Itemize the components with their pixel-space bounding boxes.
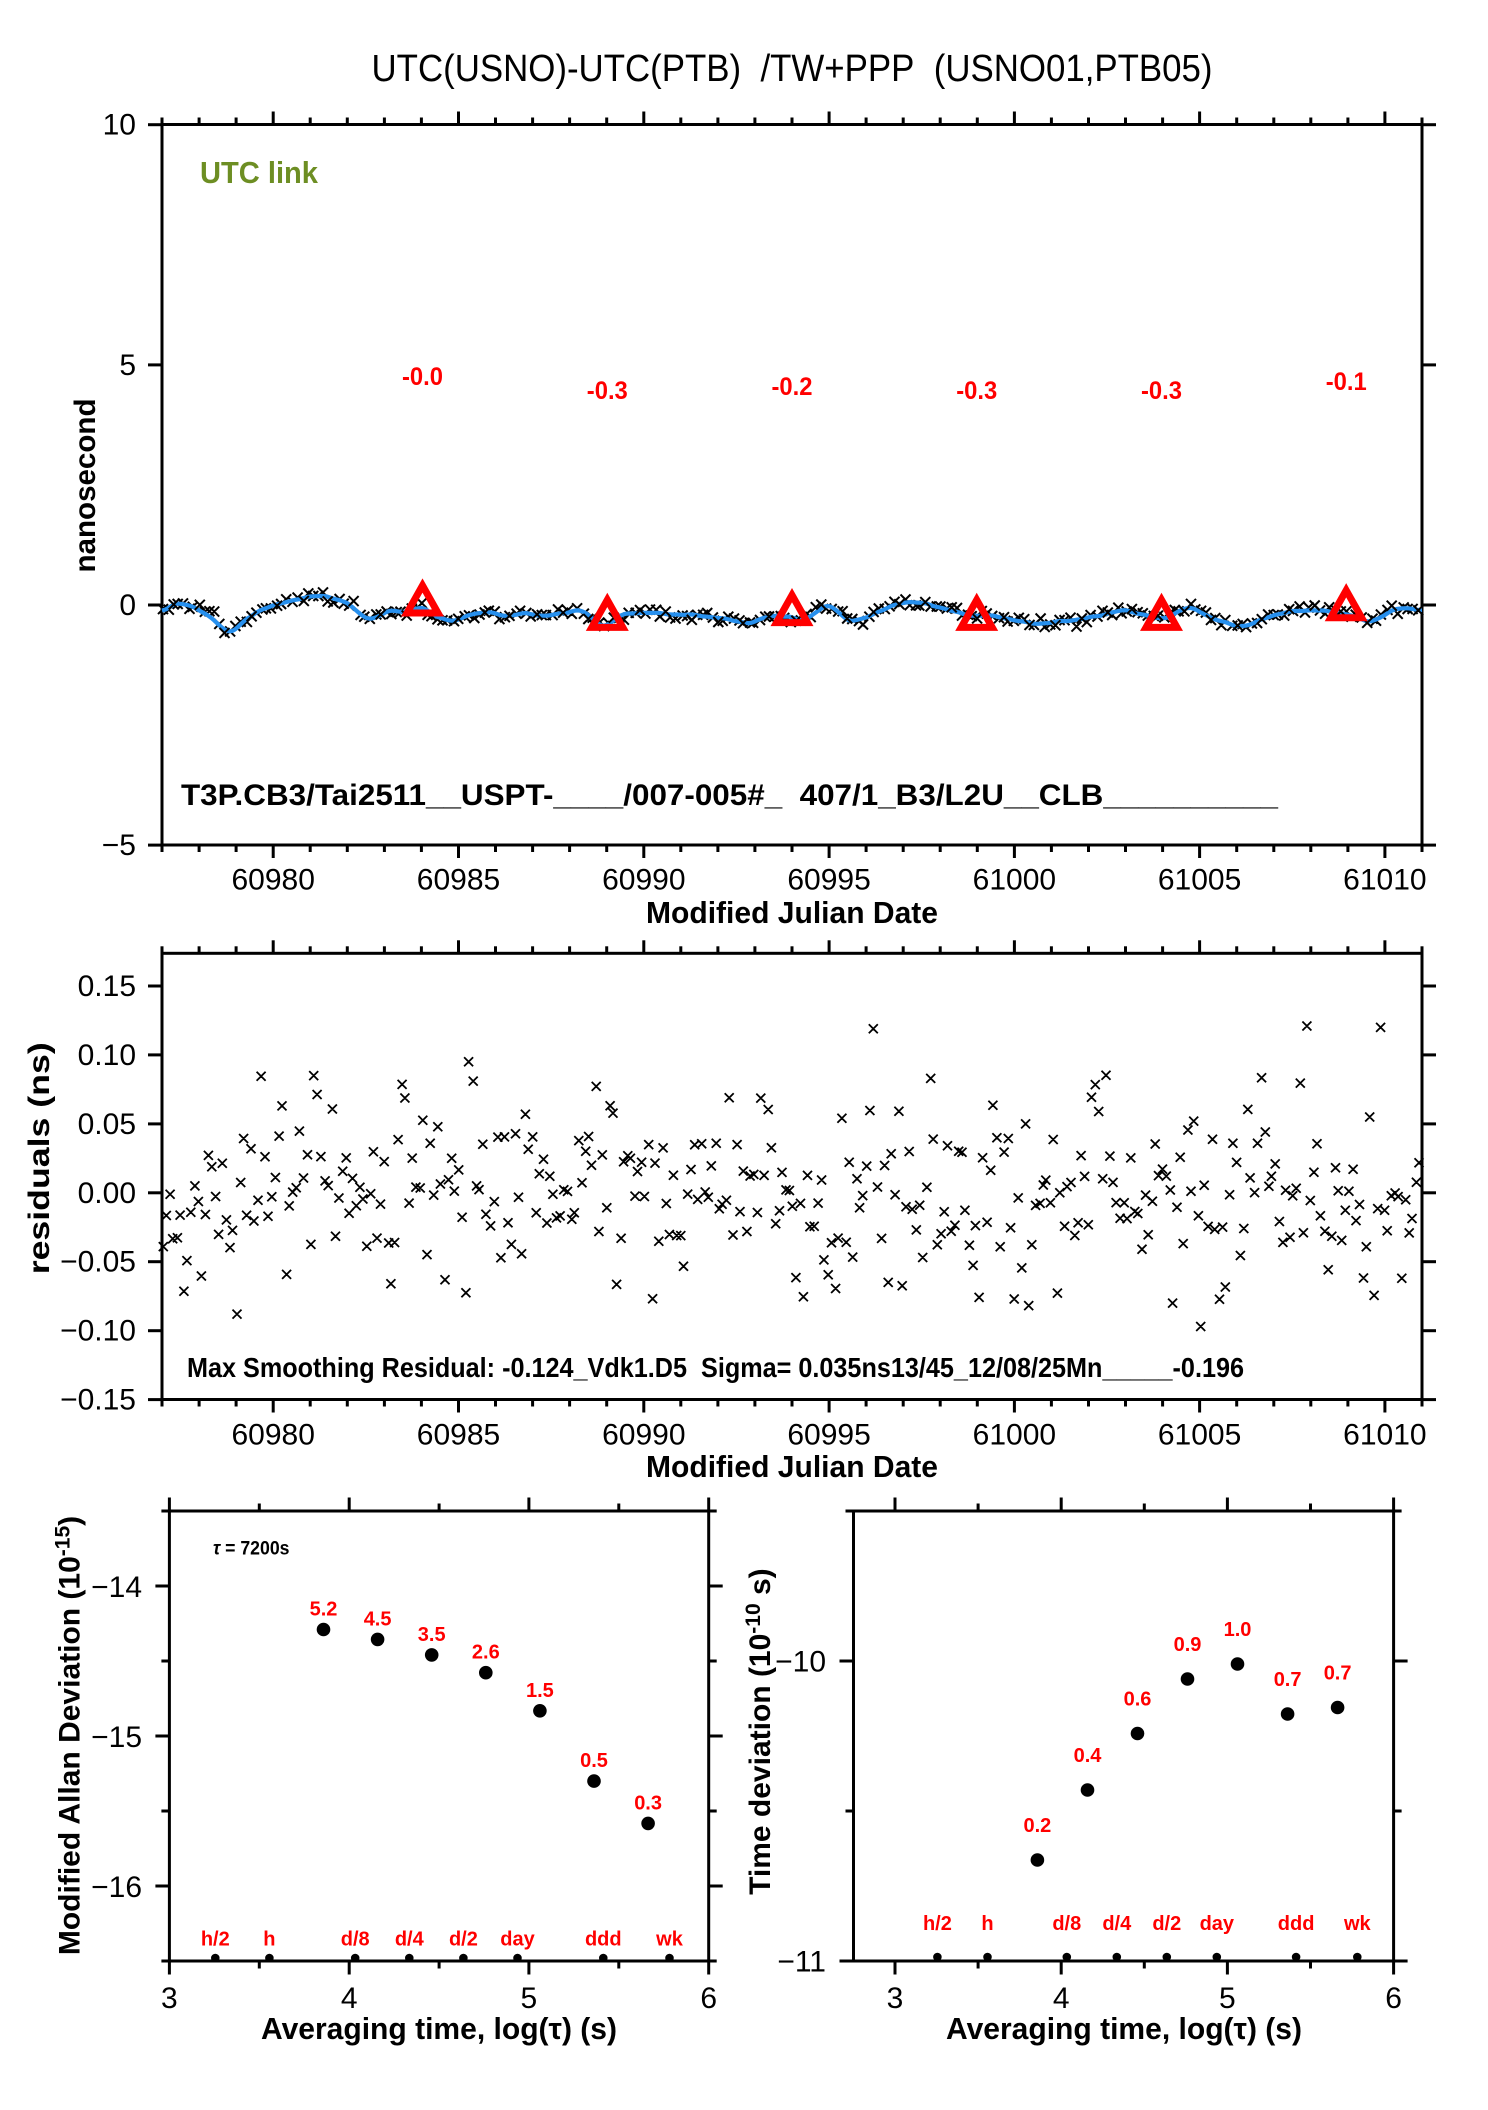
svg-text:day: day xyxy=(1200,1913,1235,1935)
svg-text:ddd: ddd xyxy=(585,1929,622,1951)
svg-text:−16: −16 xyxy=(91,1871,142,1904)
svg-text:-0.3: -0.3 xyxy=(587,377,628,405)
svg-text:0.5: 0.5 xyxy=(580,1750,608,1772)
svg-text:0.10: 0.10 xyxy=(78,1039,136,1072)
svg-text:d/2: d/2 xyxy=(449,1929,478,1951)
svg-text:60990: 60990 xyxy=(602,1419,685,1452)
svg-text:UTC(USNO)-UTC(PTB) /TW+PPP (: UTC(USNO)-UTC(PTB) /TW+PPP (USNO01,PTB05… xyxy=(372,48,1213,90)
svg-text:h/2: h/2 xyxy=(923,1913,952,1935)
svg-text:60985: 60985 xyxy=(417,864,500,897)
svg-text:60980: 60980 xyxy=(231,864,314,897)
svg-text:h/2: h/2 xyxy=(201,1929,230,1951)
svg-text:Averaging time, log(τ) (s): Averaging time, log(τ) (s) xyxy=(261,2011,617,2046)
svg-text:0.7: 0.7 xyxy=(1324,1663,1352,1685)
svg-text:Max Smoothing Residual: -0.124: Max Smoothing Residual: -0.124_Vdk1.D5 S… xyxy=(187,1352,1244,1383)
svg-text:61010: 61010 xyxy=(1343,864,1426,897)
svg-text:−0.05: −0.05 xyxy=(60,1246,136,1279)
svg-text:ddd: ddd xyxy=(1278,1913,1315,1935)
svg-text:61000: 61000 xyxy=(973,1419,1056,1452)
svg-text:0.4: 0.4 xyxy=(1074,1745,1103,1767)
svg-text:-0.3: -0.3 xyxy=(1141,377,1182,405)
svg-text:0.9: 0.9 xyxy=(1174,1634,1202,1656)
svg-text:d/2: d/2 xyxy=(1152,1913,1181,1935)
svg-text:3: 3 xyxy=(161,1982,178,2015)
svg-text:wk: wk xyxy=(1343,1913,1372,1935)
svg-text:−15: −15 xyxy=(91,1721,142,1754)
svg-text:61000: 61000 xyxy=(973,864,1056,897)
svg-text:Modified Allan Deviation (10-1: Modified Allan Deviation (10-15) xyxy=(52,1516,87,1955)
svg-text:−0.15: −0.15 xyxy=(60,1384,136,1417)
svg-text:61010: 61010 xyxy=(1343,1419,1426,1452)
svg-text:-0.0: -0.0 xyxy=(402,363,443,391)
svg-text:60995: 60995 xyxy=(787,1419,870,1452)
svg-text:60980: 60980 xyxy=(231,1419,314,1452)
svg-text:4.5: 4.5 xyxy=(364,1608,392,1630)
svg-text:0: 0 xyxy=(119,589,136,622)
svg-text:60995: 60995 xyxy=(787,864,870,897)
svg-text:Modified Julian Date: Modified Julian Date xyxy=(646,895,938,930)
svg-text:0.2: 0.2 xyxy=(1023,1815,1051,1837)
svg-text:Modified Julian Date: Modified Julian Date xyxy=(646,1449,938,1484)
svg-text:residuals (ns): residuals (ns) xyxy=(23,1042,56,1274)
svg-text:Averaging time, log(τ) (s): Averaging time, log(τ) (s) xyxy=(946,2011,1302,2046)
svg-text:2.6: 2.6 xyxy=(472,1642,500,1664)
svg-text:−0.10: −0.10 xyxy=(60,1315,136,1348)
svg-text:0.7: 0.7 xyxy=(1274,1669,1302,1691)
svg-text:day: day xyxy=(500,1929,535,1951)
svg-text:5: 5 xyxy=(521,1982,538,2015)
svg-text:60990: 60990 xyxy=(602,864,685,897)
svg-text:5: 5 xyxy=(119,349,136,382)
svg-text:−10: −10 xyxy=(775,1646,826,1679)
svg-text:−11: −11 xyxy=(777,1946,826,1979)
svg-text:0.05: 0.05 xyxy=(78,1108,136,1141)
svg-text:h: h xyxy=(263,1929,275,1951)
svg-text:61005: 61005 xyxy=(1158,864,1241,897)
svg-text:0.6: 0.6 xyxy=(1124,1689,1152,1711)
svg-text:1.0: 1.0 xyxy=(1224,1619,1252,1641)
svg-text:Time deviation (10-10 s): Time deviation (10-10 s) xyxy=(742,1568,777,1895)
svg-text:0.00: 0.00 xyxy=(78,1177,136,1210)
svg-text:0.15: 0.15 xyxy=(78,970,136,1003)
svg-text:3.5: 3.5 xyxy=(418,1624,446,1646)
svg-text:−14: −14 xyxy=(91,1571,142,1604)
svg-text:6: 6 xyxy=(1385,1982,1402,2015)
svg-text:nanosecond: nanosecond xyxy=(69,399,102,573)
svg-text:−5: −5 xyxy=(102,829,136,862)
svg-text:0.3: 0.3 xyxy=(634,1792,662,1814)
svg-text:T3P.CB3/Tai2511__USPT-____/007: T3P.CB3/Tai2511__USPT-____/007-005#_ 407… xyxy=(181,779,1278,812)
svg-text:10: 10 xyxy=(103,109,136,142)
svg-text:d/4: d/4 xyxy=(1102,1913,1132,1935)
svg-text:5.2: 5.2 xyxy=(310,1599,338,1621)
svg-text:3: 3 xyxy=(887,1982,904,2015)
svg-text:τ = 7200s: τ = 7200s xyxy=(213,1539,290,1560)
svg-text:5: 5 xyxy=(1219,1982,1236,2015)
svg-text:4: 4 xyxy=(1053,1982,1070,2015)
svg-text:UTC link: UTC link xyxy=(200,155,319,190)
svg-text:h: h xyxy=(981,1913,993,1935)
svg-text:6: 6 xyxy=(700,1982,717,2015)
svg-text:4: 4 xyxy=(341,1982,358,2015)
svg-text:d/8: d/8 xyxy=(1052,1913,1081,1935)
svg-text:-0.3: -0.3 xyxy=(956,377,997,405)
svg-text:-0.1: -0.1 xyxy=(1326,368,1367,396)
svg-text:d/4: d/4 xyxy=(395,1929,425,1951)
svg-text:60985: 60985 xyxy=(417,1419,500,1452)
svg-text:-0.2: -0.2 xyxy=(772,373,813,401)
svg-text:wk: wk xyxy=(655,1929,684,1951)
svg-text:1.5: 1.5 xyxy=(526,1680,554,1702)
svg-text:61005: 61005 xyxy=(1158,1419,1241,1452)
svg-text:d/8: d/8 xyxy=(341,1929,370,1951)
